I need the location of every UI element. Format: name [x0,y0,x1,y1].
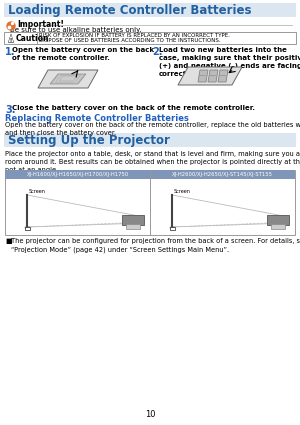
Polygon shape [8,34,14,42]
Polygon shape [218,70,228,82]
Text: DISPOSE OF USED BATTERIES ACCORDING TO THE INSTRUCTIONS.: DISPOSE OF USED BATTERIES ACCORDING TO T… [39,37,220,42]
Text: 3.: 3. [5,105,16,115]
FancyBboxPatch shape [126,224,140,229]
FancyBboxPatch shape [150,170,295,179]
Circle shape [7,22,15,30]
FancyBboxPatch shape [5,170,150,179]
Text: Screen: Screen [174,189,191,194]
Text: 1.: 1. [5,47,16,57]
Polygon shape [208,70,218,82]
Circle shape [8,26,11,29]
Text: ■: ■ [5,238,12,244]
Text: XJ-H1600/XJ-H1650/XJ-H1700/XJ-H1750: XJ-H1600/XJ-H1650/XJ-H1700/XJ-H1750 [26,172,129,177]
Polygon shape [178,67,242,85]
Text: !: ! [10,37,12,42]
Polygon shape [50,74,86,84]
FancyBboxPatch shape [122,215,144,225]
FancyBboxPatch shape [4,32,296,44]
Text: 10: 10 [145,410,155,419]
Text: RISK OF EXPLOSION IF BATTERY IS REPLACED BY AN INCORRECT TYPE.: RISK OF EXPLOSION IF BATTERY IS REPLACED… [39,32,230,37]
Text: The projector can be configured for projection from the back of a screen. For de: The projector can be configured for proj… [11,238,300,252]
Polygon shape [38,70,98,88]
Polygon shape [8,34,14,43]
Text: Open the battery cover on the back of the remote controller, replace the old bat: Open the battery cover on the back of th… [5,122,300,136]
Text: Screen: Screen [29,189,46,194]
Text: Place the projector onto a table, desk, or stand that is level and firm, making : Place the projector onto a table, desk, … [5,151,300,173]
FancyBboxPatch shape [170,227,175,230]
FancyBboxPatch shape [267,215,289,225]
Text: Close the battery cover on the back of the remote controller.: Close the battery cover on the back of t… [12,105,255,111]
Text: Important!: Important! [17,20,64,29]
Text: Replacing Remote Controller Batteries: Replacing Remote Controller Batteries [5,114,189,123]
Text: Load two new batteries into the
case, making sure that their positive
(+) and ne: Load two new batteries into the case, ma… [159,47,300,77]
FancyBboxPatch shape [4,3,296,17]
FancyBboxPatch shape [4,133,296,147]
FancyBboxPatch shape [25,227,30,230]
Text: Setting Up the Projector: Setting Up the Projector [8,133,170,147]
Polygon shape [198,70,208,82]
Text: Open the battery cover on the back
of the remote controller.: Open the battery cover on the back of th… [12,47,154,61]
Circle shape [11,23,14,25]
Text: Be sure to use alkaline batteries only.: Be sure to use alkaline batteries only. [10,27,142,33]
FancyBboxPatch shape [5,170,295,235]
Text: XJ-H2600/XJ-H2650/XJ-ST145/XJ-ST155: XJ-H2600/XJ-H2650/XJ-ST145/XJ-ST155 [172,172,273,177]
Text: 2.: 2. [152,47,163,57]
FancyBboxPatch shape [271,224,285,229]
Text: Loading Remote Controller Batteries: Loading Remote Controller Batteries [8,3,251,17]
Text: Caution: Caution [16,34,49,43]
